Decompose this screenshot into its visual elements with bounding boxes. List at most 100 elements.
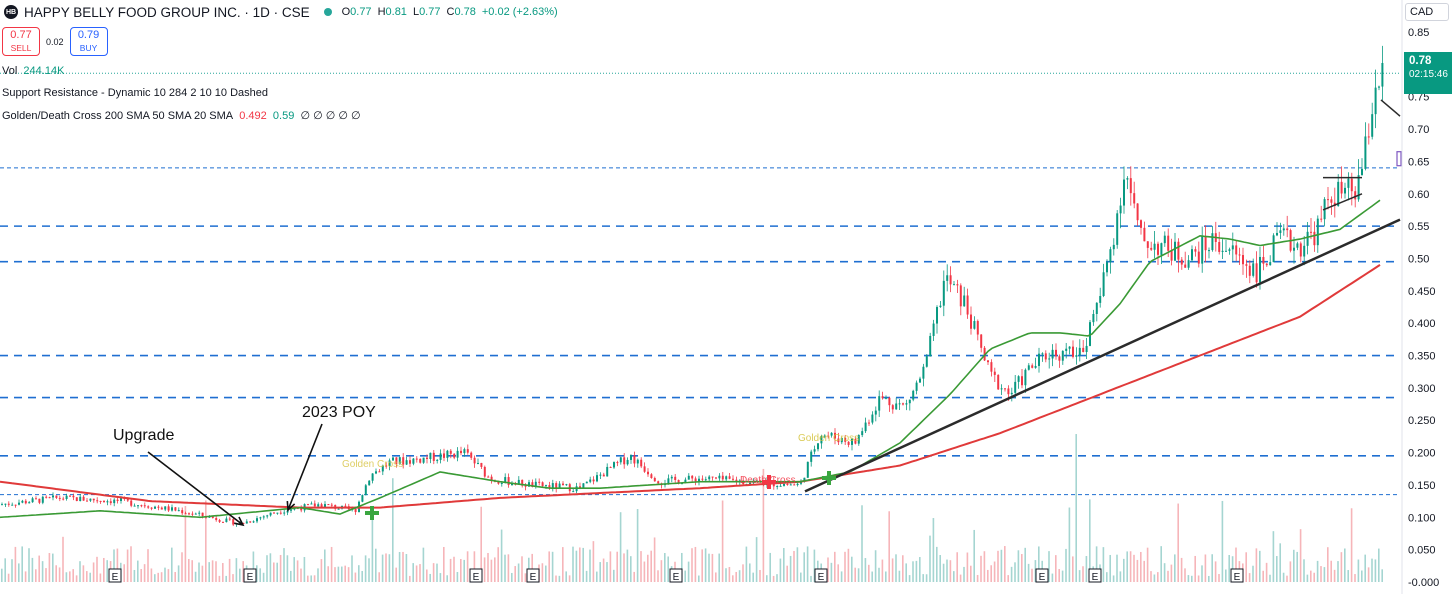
volume-bar (1221, 500, 1224, 582)
candle-body (1378, 86, 1380, 88)
candle-body (541, 482, 544, 487)
candle-body (728, 476, 731, 479)
candle-body (269, 512, 272, 516)
candle-body (171, 507, 173, 511)
volume-bar (1323, 567, 1326, 582)
candle-body (1017, 376, 1020, 382)
candle-body (854, 438, 857, 444)
golden-death-cross-legend[interactable]: Golden/Death Cross 200 SMA 50 SMA 20 SMA… (2, 110, 361, 122)
volume-bar (432, 563, 435, 582)
volume-bar (626, 549, 629, 582)
sr-indicator-legend[interactable]: Support Resistance - Dynamic 10 284 2 10… (2, 87, 268, 99)
candle-body (330, 504, 333, 506)
volume-bar (14, 546, 17, 582)
candle-body (38, 498, 41, 503)
candle-body (1211, 233, 1214, 251)
candle-body (463, 449, 466, 454)
volume-bar (191, 560, 193, 582)
candle-body (572, 491, 575, 493)
volume-bar (568, 575, 571, 582)
volume-bar (507, 554, 510, 582)
candle-body (687, 475, 690, 480)
candle-body (1160, 243, 1163, 255)
candle-body (691, 475, 694, 479)
buy-button[interactable]: 0.79 BUY (69, 27, 108, 56)
volume-bar (327, 566, 329, 582)
candle-body (936, 307, 938, 324)
annotation-2023-poy: 2023 POY (302, 404, 376, 421)
candle-body (1276, 232, 1278, 236)
sell-button[interactable]: 0.77 SELL (2, 27, 40, 56)
poy-arrow (287, 423, 323, 511)
candle-body (715, 477, 717, 479)
candle-body (48, 497, 51, 499)
candle-body (150, 507, 153, 509)
volume-bar (106, 560, 108, 582)
earnings-marker-label: E (673, 572, 680, 583)
volume-bar (548, 551, 550, 582)
candle-body (1068, 346, 1071, 349)
candle-body (776, 485, 779, 487)
volume-bar (222, 563, 224, 582)
candle-body (266, 515, 269, 517)
volume-bar (851, 556, 853, 582)
volume-bar (728, 566, 731, 582)
volume-bar (976, 574, 979, 582)
volume-bar (1208, 575, 1210, 582)
volume-bar (310, 575, 312, 582)
volume-bar (864, 558, 867, 582)
currency-selector[interactable]: CAD (1405, 3, 1449, 21)
candle-body (1357, 175, 1360, 200)
candle-body (1361, 168, 1363, 176)
candle-body (1381, 62, 1384, 87)
volume-bar (1337, 561, 1339, 582)
candle-body (52, 495, 54, 498)
volume-bar (1248, 573, 1251, 582)
candle-body (534, 481, 537, 487)
volume-bar (126, 549, 129, 582)
candle-body (857, 435, 860, 444)
volume-bar (616, 551, 618, 582)
symbol-title[interactable]: HAPPY BELLY FOOD GROUP INC. · 1D · CSE (24, 4, 310, 20)
volume-bar (1228, 554, 1230, 582)
candle-body (1126, 178, 1129, 180)
company-logo: HB (4, 5, 18, 19)
volume-bar (1034, 560, 1037, 582)
volume-bar (341, 566, 343, 582)
candle-body (1014, 381, 1017, 393)
volume-bar (623, 553, 625, 582)
candle-body (524, 485, 527, 487)
candle-body (670, 476, 673, 479)
volume-bar (1367, 567, 1370, 582)
candle-body (1031, 365, 1034, 368)
candle-body (562, 483, 564, 486)
candle-body (1143, 227, 1146, 242)
volume-bar (1279, 543, 1281, 582)
volume-bar (1214, 561, 1217, 582)
volume-bar (273, 562, 275, 582)
volume-bar (1000, 549, 1003, 582)
volume-bar (1211, 554, 1213, 582)
cross-marker-v (767, 475, 771, 489)
volume-bar (1051, 573, 1054, 582)
volume-bar (517, 563, 520, 582)
candle-body (585, 481, 588, 484)
volume-bar (429, 573, 431, 582)
candle-body (895, 403, 898, 410)
volume-bar (847, 548, 850, 582)
candle-body (1340, 181, 1343, 194)
volume-bar (1116, 554, 1118, 582)
candle-body (103, 500, 105, 503)
volume-bar (562, 547, 564, 582)
volume-bar (456, 571, 459, 582)
volume-bar (4, 558, 6, 582)
volume-bar (18, 563, 20, 582)
candle-body (225, 518, 228, 523)
volume-bar (619, 512, 622, 582)
candle-body (174, 507, 177, 511)
volume-legend[interactable]: Vol 244.14K (2, 65, 65, 77)
candle-body (517, 479, 520, 485)
volume-bar (643, 561, 646, 582)
